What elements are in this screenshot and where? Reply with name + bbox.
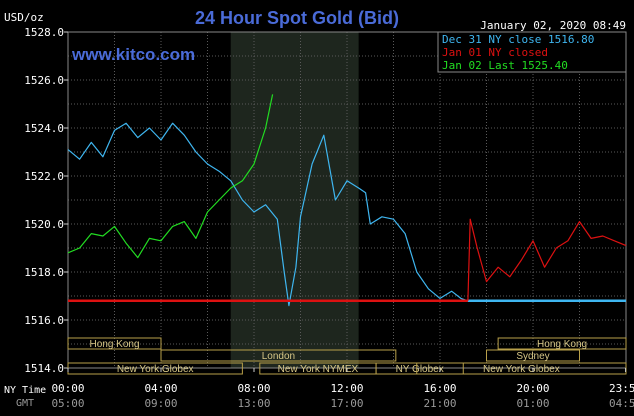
x-tick-label-gmt: 13:00 bbox=[237, 397, 270, 410]
legend-entry: Jan 01 NY closed bbox=[442, 46, 548, 59]
market-session-label: Sydney bbox=[516, 351, 549, 362]
market-session-label: NY Globex bbox=[396, 364, 444, 375]
legend-entry: Dec 31 NY close 1516.80 bbox=[442, 33, 594, 46]
x-tick-label-ny: 16:00 bbox=[423, 382, 456, 395]
chart-title: 24 Hour Spot Gold (Bid) bbox=[195, 8, 399, 28]
y-axis-label: USD/oz bbox=[4, 11, 44, 24]
x-tick-label-ny: 12:00 bbox=[330, 382, 363, 395]
y-tick-label: 1524.0 bbox=[24, 122, 64, 135]
gmt-row-label: GMT bbox=[16, 398, 34, 409]
x-tick-label-ny: 20:00 bbox=[516, 382, 549, 395]
x-tick-label-gmt: 21:00 bbox=[423, 397, 456, 410]
series-line-4 bbox=[467, 218, 627, 301]
x-tick-label-gmt: 17:00 bbox=[330, 397, 363, 410]
legend-entry: Jan 02 Last 1525.40 bbox=[442, 59, 568, 72]
market-session-label: New York NYMEX bbox=[278, 364, 359, 375]
y-tick-label: 1520.0 bbox=[24, 218, 64, 231]
market-session-box bbox=[486, 349, 580, 362]
x-tick-label-ny: 00:00 bbox=[51, 382, 84, 395]
market-session-label: New York Globex bbox=[117, 364, 194, 375]
y-tick-label: 1518.0 bbox=[24, 266, 64, 279]
ny-time-row-label: NY Time bbox=[4, 385, 46, 396]
timestamp: January 02, 2020 08:49 bbox=[480, 19, 626, 32]
market-session-label: New York Globex bbox=[483, 364, 560, 375]
market-session-label: Hong Kong bbox=[537, 339, 587, 350]
x-tick-label-gmt: 05:00 bbox=[51, 397, 84, 410]
market-session-label: Hong Kong bbox=[89, 339, 139, 350]
series-line-0 bbox=[67, 122, 469, 307]
x-tick-label-ny: 23:59 bbox=[609, 382, 634, 395]
nymex-session-band bbox=[230, 32, 359, 368]
x-tick-label-gmt: 04:59 bbox=[609, 397, 634, 410]
market-session-label: London bbox=[262, 351, 295, 362]
x-tick-label-gmt: 09:00 bbox=[144, 397, 177, 410]
y-tick-label: 1526.0 bbox=[24, 74, 64, 87]
y-tick-label: 1516.0 bbox=[24, 314, 64, 327]
legend-box bbox=[437, 31, 627, 73]
y-tick-label: 1528.0 bbox=[24, 26, 64, 39]
y-tick-label: 1514.0 bbox=[24, 362, 64, 375]
market-session-box bbox=[67, 337, 162, 350]
market-session-box bbox=[160, 349, 397, 362]
series-line-2 bbox=[67, 94, 274, 259]
x-tick-label-gmt: 01:00 bbox=[516, 397, 549, 410]
y-tick-label: 1522.0 bbox=[24, 170, 64, 183]
x-tick-label-ny: 04:00 bbox=[144, 382, 177, 395]
watermark: www.kitco.com bbox=[71, 45, 195, 64]
market-session-box bbox=[497, 337, 627, 350]
x-tick-label-ny: 08:00 bbox=[237, 382, 270, 395]
